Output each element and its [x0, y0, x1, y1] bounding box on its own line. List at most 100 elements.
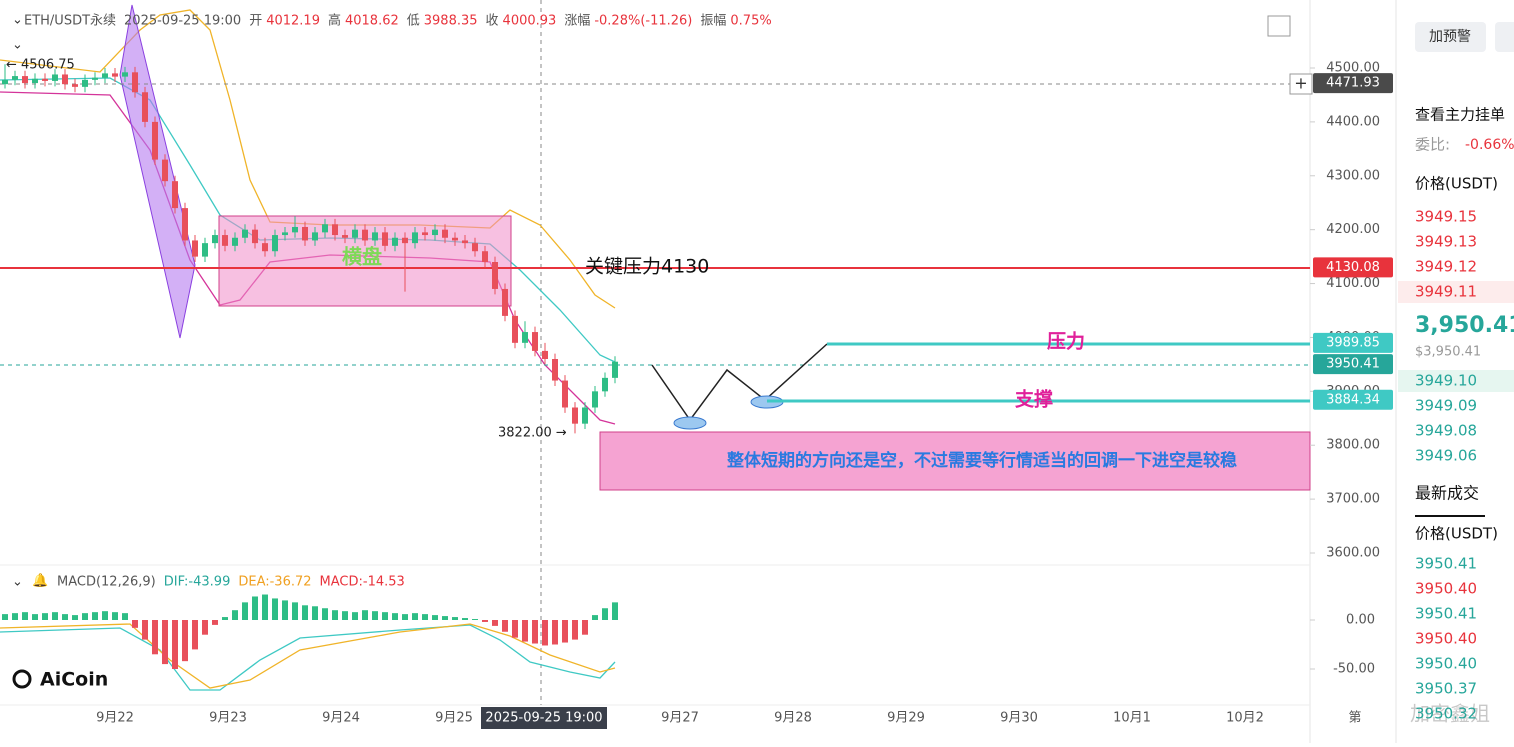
macd-bar — [182, 620, 188, 662]
candle-body — [202, 243, 208, 257]
candle-body — [592, 391, 598, 408]
macd-bar — [232, 610, 238, 620]
header-low: 3988.35 — [424, 14, 478, 29]
trade-price: 3950.40 — [1415, 580, 1477, 598]
candle-body — [392, 237, 398, 246]
macd-bar — [422, 614, 428, 620]
macd-bar — [522, 620, 528, 642]
macd-bar — [542, 620, 548, 646]
trade-price: 3950.41 — [1415, 605, 1477, 623]
candle-body — [122, 72, 128, 77]
bid-depth — [1398, 370, 1514, 392]
crosshair-time: 2025-09-25 19:00 — [485, 711, 602, 726]
macd-bar — [252, 596, 258, 620]
trade-price: 3950.41 — [1415, 555, 1477, 573]
macd-bar — [312, 606, 318, 620]
trades-head: 价格(USDT) — [1415, 525, 1498, 543]
candle-body — [542, 350, 548, 359]
header-time: 2025-09-25 19:00 — [124, 14, 241, 29]
candle-body — [242, 229, 248, 238]
triangle-drawing — [119, 4, 196, 339]
macd-bar — [322, 608, 328, 620]
crosshair-time-badge — [481, 707, 607, 729]
macd-bar — [132, 620, 138, 628]
macd-bar — [382, 612, 388, 620]
macd-bar — [282, 600, 288, 620]
candle-body — [112, 73, 118, 77]
fullscreen-button[interactable] — [1267, 15, 1291, 37]
low-marker: 3822.00 → — [498, 426, 567, 441]
macd-bar — [482, 620, 488, 622]
macd-bar — [82, 613, 88, 620]
collapse-icon[interactable]: ⌄ — [12, 13, 23, 28]
collapse-icon[interactable]: ⌄ — [12, 575, 23, 590]
price-tick-label: 4300.00 — [1326, 168, 1380, 183]
candle-body — [452, 237, 458, 241]
price-tick-label: 4200.00 — [1326, 222, 1380, 237]
candle-body — [352, 229, 358, 238]
candle-body — [272, 235, 278, 252]
candle-body — [142, 92, 148, 122]
macd-bar — [292, 602, 298, 620]
candle-body — [302, 226, 308, 241]
candle-body — [222, 235, 228, 246]
macd-dea: DEA:-36.72 — [238, 575, 311, 590]
candle-body — [612, 361, 618, 378]
macd-bar — [52, 612, 58, 620]
header-amp: 0.75% — [730, 14, 771, 29]
price-badge — [1313, 73, 1393, 94]
macd-bar — [112, 612, 118, 620]
price-badge-label: 3950.41 — [1326, 357, 1380, 372]
price-tick-label: 3700.00 — [1326, 492, 1380, 507]
candle-body — [482, 251, 488, 262]
macd-bar — [92, 612, 98, 620]
macd-tick-label: 0.00 — [1346, 613, 1375, 628]
macd-bar — [162, 620, 168, 665]
more-button[interactable] — [1495, 22, 1514, 52]
orders-link: 查看主力挂单 — [1415, 106, 1505, 124]
time-label: 10月1 — [1113, 711, 1151, 726]
macd-bar — [62, 614, 68, 620]
price-head: 价格(USDT) — [1415, 175, 1498, 193]
macd-bar — [612, 602, 618, 620]
note-box — [599, 431, 1311, 491]
candle-body — [532, 332, 538, 351]
last-usd: $3,950.41 — [1415, 345, 1481, 360]
ask-price: 3949.11 — [1415, 283, 1477, 301]
macd-bar — [2, 614, 8, 620]
macd-bar — [342, 611, 348, 620]
resistance-label: 压力 — [1047, 330, 1085, 353]
macd-dif: DIF:-43.99 — [164, 575, 231, 590]
add-button[interactable] — [1289, 73, 1313, 95]
macd-bar — [402, 614, 408, 620]
header-close-label: 收 — [486, 14, 499, 29]
price-tick-label: 4500.00 — [1326, 61, 1380, 76]
macd-bar — [272, 598, 278, 620]
collapse-icon[interactable]: ⌄ — [12, 38, 23, 53]
candle-body — [312, 232, 318, 241]
price-badge-label: 4471.93 — [1326, 76, 1380, 91]
candle-body — [552, 359, 558, 381]
alert-button[interactable] — [1415, 22, 1486, 52]
macd-bar — [22, 612, 28, 620]
candle-body — [572, 407, 578, 424]
candle-body — [402, 237, 408, 244]
candle-body — [372, 232, 378, 241]
support-label: 支撑 — [1014, 388, 1053, 411]
time-label: 9月25 — [435, 711, 473, 726]
candle-body — [472, 243, 478, 252]
macd-bar — [262, 594, 268, 620]
price-badge — [1313, 332, 1393, 353]
header-change-label: 涨幅 — [564, 14, 590, 29]
candle-body — [502, 288, 508, 316]
macd-bar — [552, 620, 558, 645]
candle-body — [342, 235, 348, 238]
macd-bar — [72, 615, 78, 620]
macd-bar — [432, 615, 438, 620]
macd-bar — [42, 613, 48, 620]
candle-body — [422, 232, 428, 236]
macd-bar — [192, 620, 198, 650]
price-badge — [1313, 389, 1393, 410]
price-badge-label: 3989.85 — [1326, 335, 1380, 350]
